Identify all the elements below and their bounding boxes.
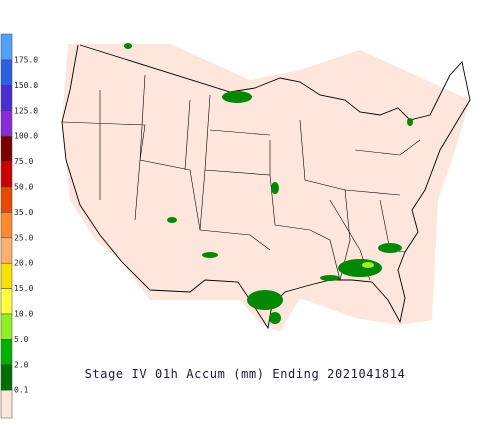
legend-swatch [0, 85, 13, 112]
country-outline [61, 44, 471, 330]
legend: 175.0 150.0 125.0 100.0 75.0 50.0 35.0 25.0 20.0… [0, 33, 38, 419]
legend-swatch [0, 59, 13, 86]
legend-swatch [0, 135, 13, 162]
legend-swatch [0, 33, 13, 61]
legend-swatch [0, 364, 13, 391]
legend-swatch [0, 161, 13, 188]
legend-label: 175.0 [14, 56, 38, 65]
legend-label: 35.0 [14, 208, 33, 217]
legend-label: 75.0 [14, 157, 33, 166]
precip-patches [124, 43, 413, 324]
legend-label: 2.0 [14, 360, 29, 369]
legend-label: 150.0 [14, 81, 38, 90]
legend-label: 20.0 [14, 259, 33, 268]
legend-swatch [0, 237, 13, 264]
legend-label: 100.0 [14, 132, 38, 141]
legend-swatch [0, 389, 13, 419]
legend-label: 5.0 [14, 335, 29, 344]
state-lines [61, 74, 421, 281]
legend-swatch [0, 288, 13, 315]
legend-swatch [0, 110, 13, 137]
legend-swatch [0, 339, 13, 366]
legend-label: 10.0 [14, 310, 33, 319]
legend-swatch [0, 186, 13, 213]
legend-label: 50.0 [14, 183, 33, 192]
precip-heavy [362, 262, 374, 268]
legend-label: 15.0 [14, 284, 33, 293]
legend-label: 125.0 [14, 106, 38, 115]
legend-swatch [0, 212, 13, 239]
legend-swatch [0, 262, 13, 289]
map-title: Stage IV 01h Accum (mm) Ending 202104181… [85, 367, 406, 381]
legend-swatch [0, 313, 13, 340]
legend-label: 25.0 [14, 233, 33, 242]
legend-label: 0.1 [14, 386, 29, 395]
